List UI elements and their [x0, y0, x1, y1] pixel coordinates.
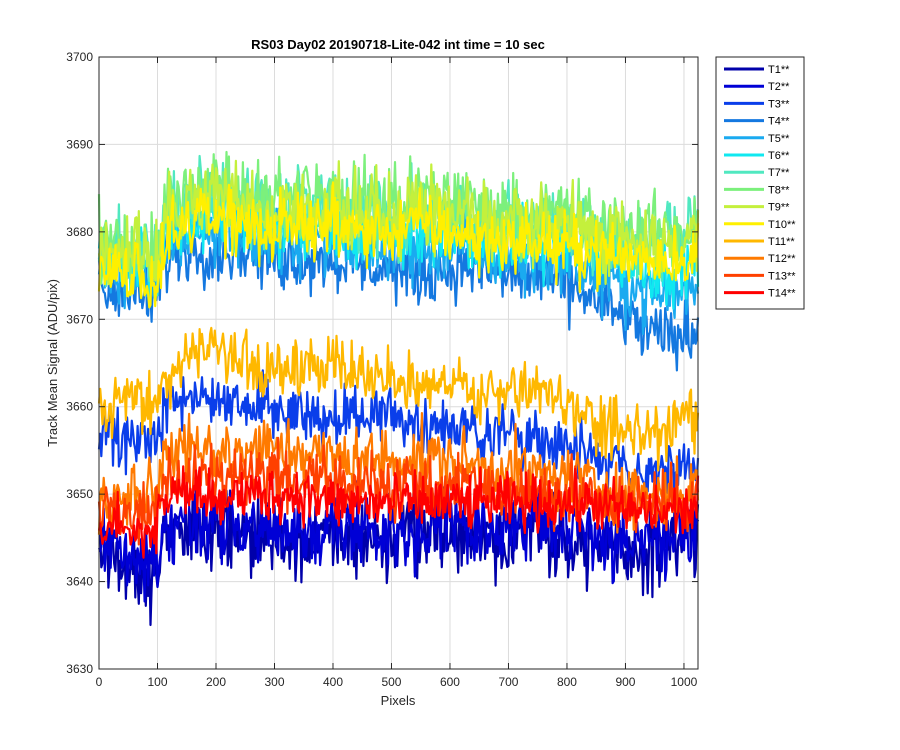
series-line-t9 [97, 159, 700, 286]
legend-label: T3** [768, 98, 790, 110]
legend-label: T13** [768, 270, 796, 282]
axis-ticks: 0 100 200 300 400 500 600 700 800 900 1000 3630 3640… [66, 50, 698, 689]
legend-label: T5** [768, 133, 790, 145]
series-line-t14 [97, 465, 700, 559]
y-tick-label: 3650 [66, 487, 93, 501]
x-tick-label: 700 [498, 675, 518, 689]
y-tick-label: 3700 [66, 50, 93, 64]
legend-label: T12** [768, 253, 796, 265]
legend-label: T14** [768, 288, 796, 300]
plot-frame [98, 56, 699, 670]
x-tick-label: 0 [96, 675, 103, 689]
series-line-t10 [97, 181, 700, 309]
series-lines [97, 150, 700, 627]
x-tick-label: 600 [440, 675, 460, 689]
y-axis-label: Track Mean Signal (ADU/pix) [45, 279, 60, 447]
y-tick-label: 3670 [66, 312, 93, 326]
chart-title: RS03 Day02 20190718-Lite-042 int time = … [251, 37, 545, 52]
legend-label: T1** [768, 64, 790, 76]
x-tick-label: 800 [557, 675, 577, 689]
x-tick-label: 200 [206, 675, 226, 689]
legend-box [715, 56, 805, 310]
legend: T1** T2** T3** T4** T5** T6** T7** T8** T9** T10*… [715, 56, 805, 310]
y-tick-label: 3690 [66, 137, 93, 151]
legend-label: T2** [768, 81, 790, 93]
x-tick-label: 900 [615, 675, 635, 689]
legend-label: T8** [768, 184, 790, 196]
legend-label: T4** [768, 116, 790, 128]
legend-label: T7** [768, 167, 790, 179]
x-axis-label: Pixels [381, 693, 416, 708]
x-tick-label: 500 [381, 675, 401, 689]
series-line-t2 [97, 479, 700, 603]
legend-label: T11** [768, 236, 795, 248]
series-line-t11 [97, 326, 700, 472]
legend-label: T10** [768, 219, 796, 231]
x-tick-label: 300 [264, 675, 284, 689]
x-tick-label: 400 [323, 675, 343, 689]
series-line-t3 [97, 369, 700, 513]
y-tick-label: 3680 [66, 225, 93, 239]
legend-label: T6** [768, 150, 790, 162]
x-tick-label: 1000 [671, 675, 698, 689]
y-tick-label: 3660 [66, 400, 93, 414]
x-tick-label: 100 [147, 675, 167, 689]
legend-label: T9** [768, 202, 790, 214]
y-tick-label: 3640 [66, 575, 93, 589]
y-tick-label: 3630 [66, 662, 93, 676]
